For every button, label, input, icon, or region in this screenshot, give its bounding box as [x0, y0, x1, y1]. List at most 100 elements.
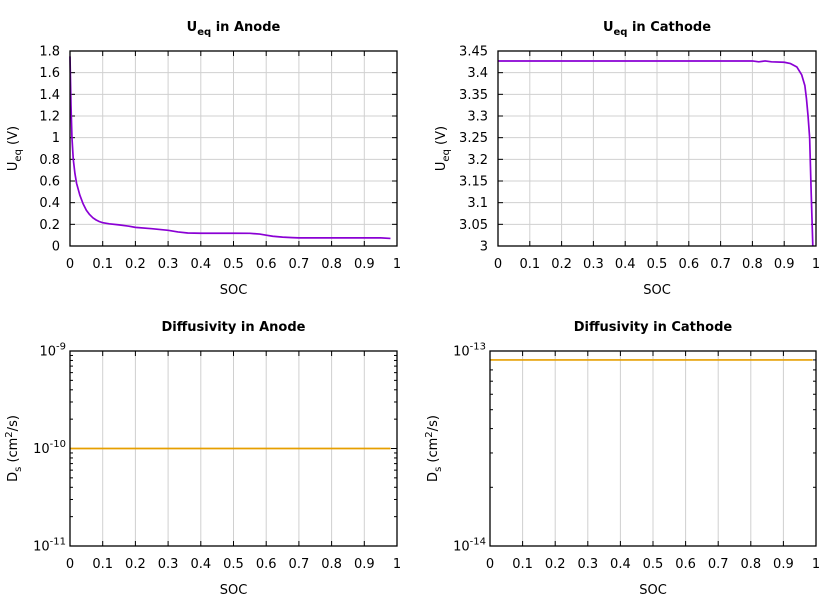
y-tick-label: 10-10: [33, 439, 66, 457]
x-tick-label: 0.1: [519, 257, 540, 272]
y-label-pre: (cm: [6, 438, 21, 467]
x-tick-label: 0.4: [615, 257, 636, 272]
x-tick-label: 0.8: [740, 557, 761, 572]
y-tick-label: 3.1: [467, 196, 488, 211]
y-tick-label: 1: [52, 131, 60, 146]
chart-title: Ueq in Anode: [187, 20, 281, 38]
y-tick-base: 10: [33, 442, 50, 457]
y-tick-base: 10: [39, 345, 56, 360]
chart-title-rest: in Anode: [211, 20, 280, 35]
x-tick-label: 0.7: [710, 257, 731, 272]
x-tick-label: 0.2: [551, 257, 572, 272]
y-tick-base: 10: [453, 540, 470, 555]
y-label-sub: s: [433, 467, 444, 472]
chart-title-main: U: [603, 20, 614, 35]
y-tick-label: 3.15: [459, 175, 488, 190]
y-tick-label: 0.6: [39, 175, 60, 190]
x-tick-label: 0.4: [190, 257, 211, 272]
y-label-pre: (cm: [426, 438, 441, 467]
y-tick-label: 1.2: [39, 110, 60, 125]
y-tick-label: 0.2: [39, 218, 60, 233]
y-tick-base: 10: [453, 345, 470, 360]
x-axis-label: SOC: [639, 583, 667, 598]
y-label-main: U: [6, 162, 21, 172]
y-tick-label: 10-14: [453, 537, 486, 555]
plot-frame: [69, 350, 398, 547]
y-label-sup: 2: [4, 431, 15, 437]
x-tick-label: 0.8: [321, 557, 342, 572]
chart-title-rest: in Cathode: [627, 20, 711, 35]
x-tick-label: 0.7: [289, 257, 310, 272]
x-tick-label: 0.7: [708, 557, 729, 572]
y-axis-label: Ueq (V): [434, 126, 452, 171]
x-tick-label: 0.2: [125, 257, 146, 272]
y-tick-label: 3.3: [467, 110, 488, 125]
x-tick-label: 0.5: [223, 257, 244, 272]
y-tick-exponent: -14: [470, 537, 486, 548]
chart-title: Diffusivity in Anode: [162, 320, 306, 335]
y-tick-label: 3.35: [459, 88, 488, 103]
x-axis-label: SOC: [643, 283, 671, 298]
x-axis-label: SOC: [220, 583, 248, 598]
plot-frame: [497, 50, 817, 247]
y-label-post: /s): [6, 415, 21, 431]
x-tick-label: 0.9: [774, 257, 795, 272]
y-label-main: U: [434, 162, 449, 172]
y-label-post: /s): [426, 415, 441, 431]
x-tick-label: 0: [486, 557, 494, 572]
y-tick-label: 3.45: [459, 45, 488, 60]
cathode-ueq-panel: 0 0.1 0.2 0.3 0.4 0.5 0.6 0.7 0.8 0.9 1 3 3.05 3.1 3.1…: [434, 20, 820, 298]
x-tick-label: 0.2: [545, 557, 566, 572]
y-label-sub: eq: [441, 149, 452, 162]
x-tick-label: 1: [812, 557, 820, 572]
x-tick-label: 0.8: [742, 257, 763, 272]
y-tick-exponent: -10: [50, 439, 66, 450]
x-tick-label: 0.1: [92, 257, 113, 272]
y-label-main: D: [426, 472, 441, 482]
y-label-rest: (V): [6, 126, 21, 149]
x-tick-label: 1: [393, 257, 401, 272]
anode-ueq-panel: 0 0.1 0.2 0.3 0.4 0.5 0.6 0.7 0.8 0.9 1 0 0.2 0.4 0.6 0…: [6, 20, 401, 298]
chart-title-sub: eq: [614, 27, 628, 38]
y-tick-label: 10-9: [39, 342, 66, 360]
x-tick-label: 0.3: [158, 257, 179, 272]
plot-frame: [69, 50, 398, 247]
x-tick-label: 0.8: [321, 257, 342, 272]
x-tick-label: 0.3: [158, 557, 179, 572]
y-tick-exponent: -13: [470, 342, 486, 353]
y-tick-exponent: -9: [56, 342, 66, 353]
y-tick-label: 3.25: [459, 131, 488, 146]
x-tick-label: 0.9: [354, 257, 375, 272]
chart-title: Diffusivity in Cathode: [574, 320, 733, 335]
y-label-rest: (V): [434, 126, 449, 149]
y-tick-label: 1.4: [39, 88, 60, 103]
y-tick-label: 3.2: [467, 153, 488, 168]
x-tick-label: 0: [66, 557, 74, 572]
y-tick-label: 1.6: [39, 66, 60, 81]
x-tick-label: 0: [494, 257, 502, 272]
x-tick-label: 0.6: [675, 557, 696, 572]
y-tick-base: 10: [33, 540, 50, 555]
y-axis-label: Ds (cm2/s): [424, 415, 444, 482]
series-line: [498, 60, 814, 247]
x-tick-label: 0.5: [643, 557, 664, 572]
y-tick-label: 1.8: [39, 45, 60, 60]
y-tick-exponent: -11: [50, 537, 66, 548]
x-tick-label: 0.3: [583, 257, 604, 272]
x-tick-label: 0.2: [125, 557, 146, 572]
x-tick-label: 0.1: [512, 557, 533, 572]
y-tick-label: 10-13: [453, 342, 486, 360]
y-tick-label: 3: [480, 240, 488, 255]
y-tick-label: 0: [52, 240, 60, 255]
y-label-main: D: [6, 472, 21, 482]
x-tick-label: 0.5: [223, 557, 244, 572]
y-tick-label: 3.4: [467, 66, 488, 81]
chart-title-text: Diffusivity in Anode: [162, 320, 306, 335]
x-axis-label: SOC: [220, 283, 248, 298]
y-label-sub: s: [13, 467, 24, 472]
y-axis-label: Ds (cm2/s): [4, 415, 24, 482]
y-tick-label: 10-11: [33, 537, 66, 555]
x-tick-label: 0.4: [610, 557, 631, 572]
x-tick-label: 0: [66, 257, 74, 272]
x-tick-label: 0.9: [773, 557, 794, 572]
